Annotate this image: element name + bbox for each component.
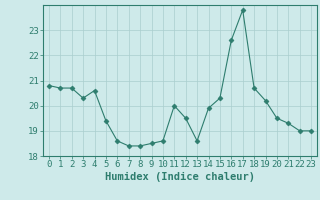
X-axis label: Humidex (Indice chaleur): Humidex (Indice chaleur)	[105, 172, 255, 182]
